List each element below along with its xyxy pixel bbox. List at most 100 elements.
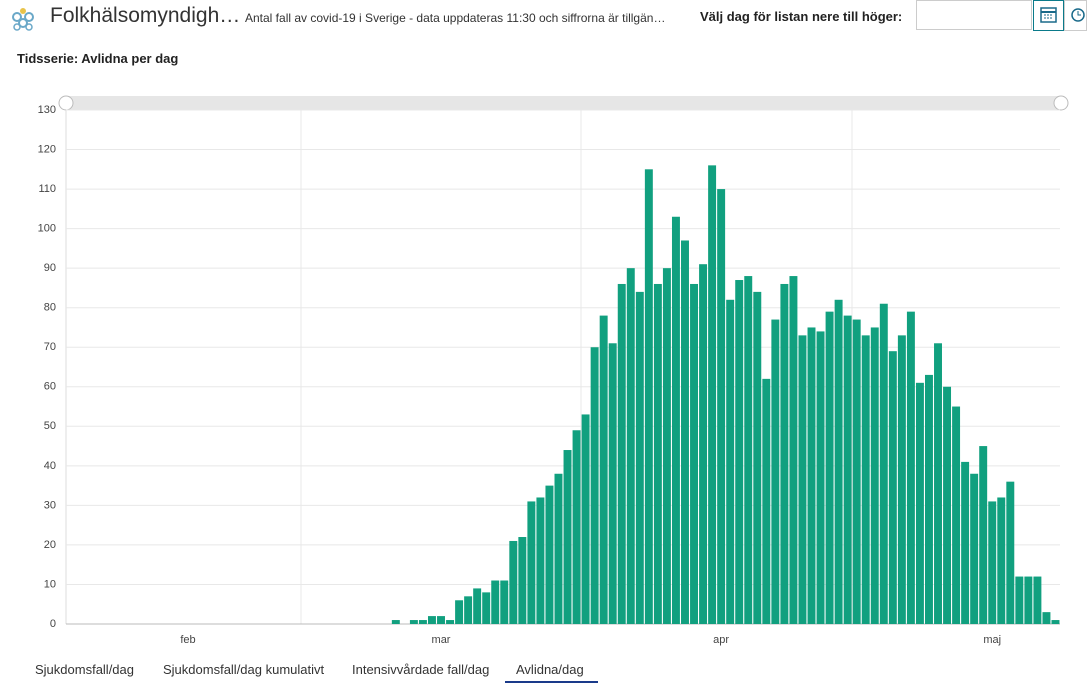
bar bbox=[970, 473, 979, 624]
bar bbox=[943, 386, 952, 624]
bar bbox=[897, 335, 906, 624]
bar bbox=[816, 331, 825, 624]
bar bbox=[726, 299, 735, 624]
chart-title: Tidsserie: Avlidna per dag bbox=[17, 51, 179, 66]
y-tick-label: 40 bbox=[44, 460, 56, 472]
chart: 0 10 20 30 40 50 60 70 80 90 100 110 120 130 feb mar apr… bbox=[38, 95, 1069, 646]
bar bbox=[888, 351, 897, 624]
bar bbox=[934, 343, 942, 624]
bar bbox=[807, 327, 816, 624]
y-tick-label: 70 bbox=[44, 341, 56, 353]
bar bbox=[536, 497, 545, 624]
bar bbox=[952, 406, 961, 624]
x-tick-label: maj bbox=[983, 634, 1001, 646]
y-tick-label: 130 bbox=[38, 104, 56, 116]
bar bbox=[418, 620, 427, 624]
bar bbox=[427, 616, 436, 624]
bar bbox=[554, 473, 563, 624]
y-tick-label: 50 bbox=[44, 420, 56, 432]
bar bbox=[437, 616, 445, 624]
bar bbox=[1006, 481, 1015, 624]
bar bbox=[644, 169, 653, 625]
y-tick-label: 80 bbox=[44, 302, 56, 314]
tab[interactable]: Intensivvårdade fall/dag bbox=[352, 662, 490, 677]
bar bbox=[1051, 620, 1060, 624]
clock-icon bbox=[1071, 8, 1085, 22]
bar bbox=[825, 311, 834, 624]
bar bbox=[988, 501, 997, 624]
bar bbox=[735, 280, 744, 624]
x-tick-label: mar bbox=[432, 634, 451, 646]
y-tick-label: 100 bbox=[38, 223, 56, 235]
bar bbox=[572, 430, 581, 624]
y-tick-label: 60 bbox=[44, 381, 56, 393]
bar bbox=[491, 580, 500, 624]
bar bbox=[708, 165, 717, 624]
bar bbox=[1033, 576, 1042, 624]
bar bbox=[780, 283, 789, 624]
bar bbox=[608, 343, 617, 624]
bar bbox=[482, 592, 491, 624]
bar bbox=[446, 620, 455, 624]
bar bbox=[590, 347, 599, 624]
bar bbox=[924, 374, 933, 624]
slider-handle[interactable] bbox=[58, 95, 74, 111]
bar bbox=[500, 580, 509, 624]
bar bbox=[717, 189, 726, 625]
x-tick-label: feb bbox=[180, 634, 195, 646]
y-tick-label: 110 bbox=[38, 183, 56, 195]
bar bbox=[789, 276, 798, 624]
bar bbox=[762, 378, 771, 624]
bar bbox=[915, 382, 924, 624]
bar bbox=[455, 600, 464, 624]
bar bbox=[1024, 576, 1033, 624]
tab[interactable]: Sjukdomsfall/dag kumulativt bbox=[163, 662, 325, 677]
bar bbox=[906, 311, 915, 624]
slider-handle[interactable] bbox=[1053, 95, 1069, 111]
active-tab-underline bbox=[505, 681, 598, 683]
bar bbox=[1042, 612, 1051, 624]
y-tick-label: 120 bbox=[38, 143, 56, 155]
y-tick-label: 10 bbox=[44, 578, 56, 590]
bar bbox=[545, 485, 554, 624]
range-slider[interactable] bbox=[66, 96, 1061, 110]
bar bbox=[861, 335, 870, 624]
y-tick-label: 20 bbox=[44, 539, 56, 551]
bar bbox=[834, 299, 843, 624]
bar bbox=[771, 319, 780, 624]
y-tick-label: 30 bbox=[44, 499, 56, 511]
bar bbox=[635, 291, 644, 624]
bar bbox=[518, 537, 527, 624]
tab[interactable]: Sjukdomsfall/dag bbox=[35, 662, 134, 677]
bar bbox=[581, 414, 590, 624]
date-input[interactable] bbox=[916, 0, 1032, 30]
bar bbox=[671, 216, 680, 624]
bar bbox=[879, 303, 888, 624]
bar bbox=[961, 461, 970, 624]
subtitle: Antal fall av covid-19 i Sverige - data … bbox=[245, 11, 666, 25]
bar bbox=[599, 315, 608, 624]
bar bbox=[409, 620, 418, 624]
bar bbox=[852, 319, 861, 624]
bar bbox=[744, 276, 753, 624]
bar bbox=[527, 501, 536, 624]
bar bbox=[699, 264, 708, 624]
y-tick-label: 90 bbox=[44, 262, 56, 274]
y-tick-label: 0 bbox=[50, 618, 56, 630]
app-title: Folkhälsomyndigh… bbox=[50, 4, 241, 27]
bar bbox=[753, 291, 762, 624]
bar bbox=[653, 283, 662, 624]
tab[interactable]: Avlidna/dag bbox=[516, 662, 584, 677]
bar bbox=[563, 450, 572, 624]
bar bbox=[681, 240, 689, 624]
bar bbox=[690, 283, 699, 624]
bar bbox=[617, 283, 626, 624]
bar bbox=[464, 596, 473, 624]
calendar-icon bbox=[1040, 7, 1057, 23]
calendar-button[interactable] bbox=[1033, 0, 1064, 31]
bar bbox=[1015, 576, 1024, 624]
bar bbox=[979, 446, 988, 624]
bar bbox=[798, 335, 807, 624]
bar bbox=[662, 268, 671, 624]
